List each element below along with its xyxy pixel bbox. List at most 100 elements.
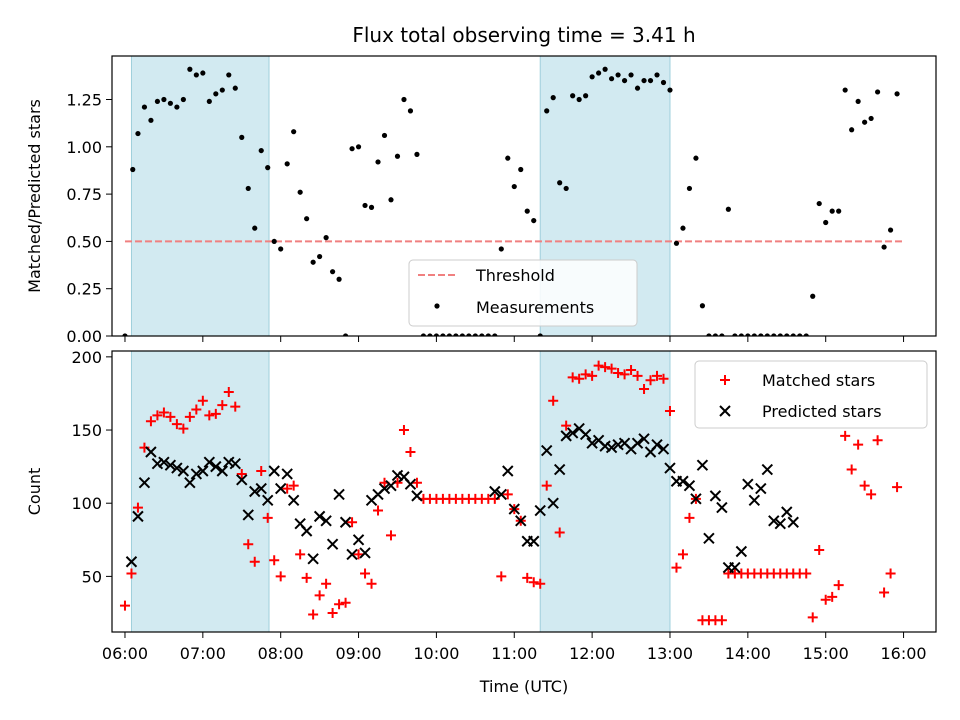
data-point xyxy=(385,530,396,541)
data-point xyxy=(541,480,552,491)
data-point xyxy=(696,459,709,471)
data-point xyxy=(453,333,459,336)
data-point xyxy=(548,395,559,406)
panel-ratio: 0.00 0.25 0.50 0.75 1.00 1.25 Matched/Predicte… xyxy=(25,23,937,346)
data-point xyxy=(329,269,336,275)
data-point xyxy=(217,400,228,411)
data-point xyxy=(872,435,883,446)
data-point xyxy=(420,333,427,336)
panel-counts: 50 100 150 200 06:00 07:00 08:00 09:00 10:00 11:0… xyxy=(25,348,937,696)
data-point xyxy=(684,512,695,523)
data-point xyxy=(709,490,722,502)
legend-label-matched: Matched stars xyxy=(762,371,875,390)
data-point xyxy=(411,490,423,502)
data-point xyxy=(842,87,848,93)
y-axis-label: Matched/Predicted stars xyxy=(25,99,44,293)
data-point xyxy=(216,465,229,477)
data-point xyxy=(126,568,137,579)
data-point xyxy=(381,132,388,139)
data-point xyxy=(638,433,650,445)
data-point xyxy=(385,479,397,492)
data-point xyxy=(524,208,530,214)
data-point xyxy=(567,372,578,383)
data-point xyxy=(388,197,394,203)
data-point xyxy=(479,333,485,336)
data-point xyxy=(407,108,414,114)
data-point xyxy=(230,401,241,412)
series-predicted-stars xyxy=(125,422,799,574)
data-point xyxy=(239,134,245,140)
data-point xyxy=(840,430,851,441)
data-point xyxy=(631,437,644,449)
data-point xyxy=(301,572,312,583)
data-point xyxy=(373,505,384,516)
data-point xyxy=(232,85,238,91)
data-point xyxy=(667,87,673,93)
data-point xyxy=(641,77,647,84)
legend-label-measurements: Measurements xyxy=(476,298,594,317)
data-point xyxy=(677,549,688,560)
data-point xyxy=(829,208,835,214)
data-point xyxy=(554,527,565,538)
y-tick-label: 0.50 xyxy=(66,232,102,251)
data-point xyxy=(262,512,273,523)
data-point xyxy=(219,87,225,93)
legend-swatch-measurements xyxy=(434,303,440,309)
legend-label-threshold: Threshold xyxy=(475,266,555,285)
data-point xyxy=(632,370,643,381)
data-point xyxy=(206,98,212,105)
data-point xyxy=(651,438,663,451)
data-point xyxy=(258,147,264,154)
data-point xyxy=(178,423,189,434)
data-point xyxy=(310,259,316,265)
data-point xyxy=(132,502,143,513)
data-point xyxy=(511,183,517,190)
data-point xyxy=(784,333,790,336)
data-point xyxy=(284,161,290,167)
data-point xyxy=(868,115,874,122)
data-point xyxy=(541,444,553,457)
data-point xyxy=(190,468,203,480)
data-point xyxy=(401,96,407,103)
data-point xyxy=(495,488,507,501)
data-point xyxy=(827,591,838,602)
data-point xyxy=(213,91,219,97)
data-point xyxy=(141,104,148,110)
data-point xyxy=(125,556,138,568)
data-point xyxy=(148,117,154,123)
data-point xyxy=(887,227,894,233)
data-point xyxy=(200,70,206,76)
data-point xyxy=(576,96,582,103)
data-point xyxy=(654,72,660,78)
legend: Threshold Measurements xyxy=(408,259,638,327)
data-point xyxy=(191,404,202,415)
data-point xyxy=(158,407,169,418)
legend-box xyxy=(408,259,638,327)
data-point xyxy=(411,477,422,488)
data-point xyxy=(245,185,251,192)
data-point xyxy=(268,465,280,477)
data-point xyxy=(605,441,618,454)
data-point xyxy=(580,369,591,380)
data-point xyxy=(557,180,563,186)
data-point xyxy=(550,95,556,101)
data-point xyxy=(320,515,332,527)
data-point xyxy=(820,594,831,605)
data-point xyxy=(716,615,727,626)
data-point xyxy=(203,456,216,468)
data-point xyxy=(566,427,579,439)
y-tick-label: 0.00 xyxy=(66,327,102,346)
data-point xyxy=(853,439,864,450)
data-point xyxy=(138,477,151,489)
data-point xyxy=(366,578,377,589)
data-point xyxy=(660,79,667,86)
data-point xyxy=(271,238,277,245)
data-point xyxy=(583,93,589,99)
data-point xyxy=(158,456,170,468)
data-point xyxy=(288,480,299,491)
data-point xyxy=(184,477,196,489)
data-point xyxy=(313,510,326,523)
data-point xyxy=(537,333,543,336)
data-point xyxy=(613,367,624,378)
data-point xyxy=(735,545,748,558)
